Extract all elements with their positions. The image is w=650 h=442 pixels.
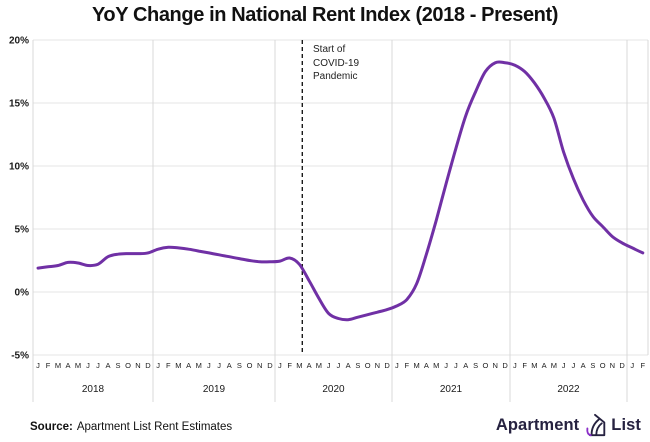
logo-text-list: List [611,415,641,434]
x-axis-month-label: J [630,361,634,370]
x-axis-month-label: S [473,361,478,370]
x-axis-month-label: M [531,361,537,370]
x-axis-month-label: F [404,361,409,370]
x-axis-month-label: J [217,361,221,370]
x-axis-month-label: J [572,361,576,370]
x-axis-month-label: J [337,361,341,370]
logo-house-outline [589,413,606,437]
y-axis-tick-label: 5% [15,225,30,236]
x-axis-month-label: J [395,361,399,370]
x-axis-month-label: J [156,361,160,370]
x-axis-month-label: J [454,361,458,370]
x-axis-month-label: M [296,361,302,370]
x-axis-month-label: M [75,361,81,370]
logo-text-apartment: Apartment [495,415,580,434]
x-axis-month-label: A [186,361,191,370]
x-axis-month-label: J [207,361,211,370]
x-axis-month-label: M [433,361,439,370]
x-axis-year-label: 2018 [82,384,105,395]
x-axis-month-label: J [86,361,90,370]
covid-annotation-line2: COVID-19 [313,57,360,69]
x-axis-month-label: M [196,361,202,370]
x-axis-month-label: O [247,361,253,370]
x-axis-month-label: A [105,361,110,370]
x-axis-month-label: J [513,361,517,370]
source-note: Source: Apartment List Rent Estimates [30,421,232,433]
x-axis-month-label: M [413,361,419,370]
y-axis-tick-label: 15% [9,99,29,110]
logo-inner-curve-2 [595,422,603,436]
logo-purple-curve [586,427,592,437]
x-axis-month-label: M [316,361,322,370]
source-text: Apartment List Rent Estimates [76,421,233,433]
y-axis-tick-label: -5% [11,351,29,362]
x-axis-month-label: D [619,361,625,370]
x-axis-year-label: 2021 [440,384,463,395]
x-axis-month-label: F [522,361,527,370]
chart-title: YoY Change in National Rent Index (2018 … [91,4,559,26]
x-axis-month-label: A [346,361,351,370]
x-axis-month-label: A [542,361,547,370]
source-label: Source: [30,421,73,433]
x-axis-month-label: A [65,361,70,370]
x-axis-month-label: N [610,361,615,370]
covid-annotation: Start of COVID-19 Pandemic [313,43,359,84]
covid-annotation-line3: Pandemic [313,71,358,82]
covid-annotation-line1: Start of [313,44,346,55]
x-axis-year-label: 2020 [322,384,345,395]
x-axis-month-label: M [551,361,557,370]
x-axis-month-label: N [257,361,262,370]
x-axis-month-label: S [115,361,120,370]
y-axis-tick-label: 0% [15,288,30,299]
x-axis-month-label: A [307,361,312,370]
x-axis-month-label: F [166,361,171,370]
x-axis-month-label: D [502,361,508,370]
apartment-list-logo: Apartment List [496,413,641,437]
x-axis-month-label: J [36,361,40,370]
x-axis-month-label: J [278,361,282,370]
x-axis-month-label: D [267,361,273,370]
x-axis-month-label: O [600,361,606,370]
x-axis-month-label: A [424,361,429,370]
y-axis-tick-label: 20% [9,36,29,47]
x-axis-month-label: M [175,361,181,370]
x-axis-year-label: 2022 [557,384,580,395]
x-axis-year-label: 2019 [203,384,226,395]
x-axis-month-label: J [327,361,331,370]
x-axis-month-label: J [96,361,100,370]
x-axis-month-label: N [493,361,498,370]
x-axis-month-label: N [135,361,140,370]
x-axis-month-label: F [640,361,645,370]
y-axis-tick-label: 10% [9,162,29,173]
x-axis-month-label: D [145,361,151,370]
x-axis-month-label: O [482,361,488,370]
x-axis-month-label: A [581,361,586,370]
x-axis-month-label: J [562,361,566,370]
x-axis-month-label: D [384,361,390,370]
rent-yoy-line [36,60,645,322]
x-axis-month-label: O [365,361,371,370]
x-axis-month-label: S [590,361,595,370]
x-axis-month-label: S [355,361,360,370]
logo-inner-curve-1 [590,418,601,436]
x-axis-month-label: A [463,361,468,370]
apartment-list-logo-icon [586,413,606,437]
x-axis-month-label: J [444,361,448,370]
x-axis-month-label: O [125,361,131,370]
x-axis-month-label: N [375,361,380,370]
x-axis-month-label: M [55,361,61,370]
x-axis-month-label: F [287,361,292,370]
x-axis-month-label: F [46,361,51,370]
x-axis-month-label: S [237,361,242,370]
x-axis-month-label: A [227,361,232,370]
